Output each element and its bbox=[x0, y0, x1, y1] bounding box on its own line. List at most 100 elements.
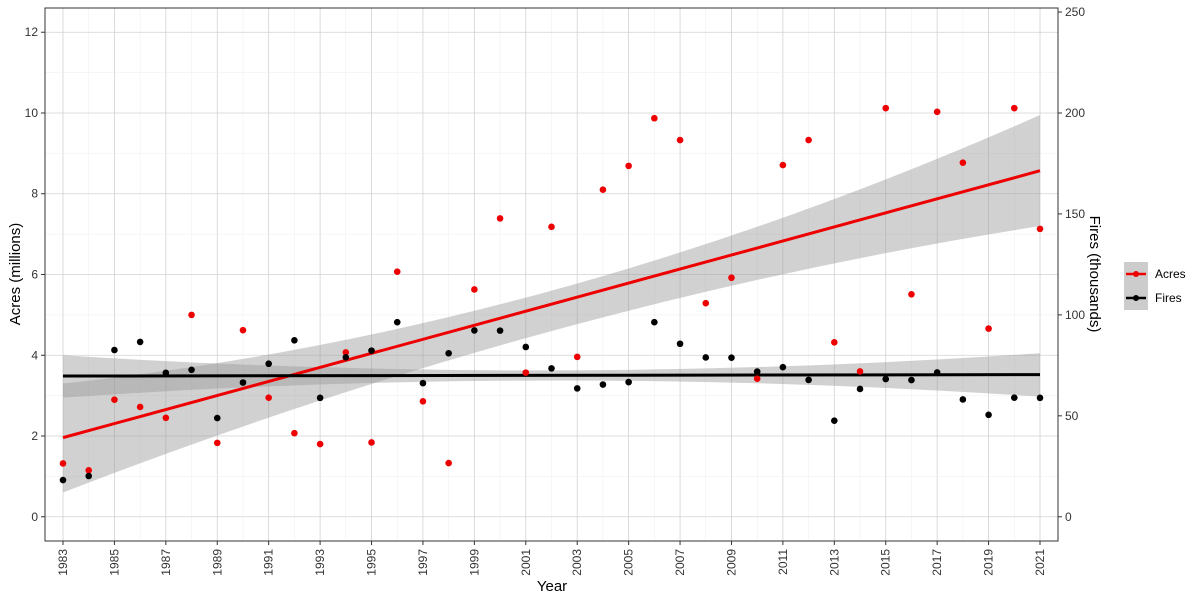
point-fires bbox=[1010, 394, 1018, 401]
point-acres bbox=[882, 104, 890, 112]
point-acres bbox=[213, 439, 221, 447]
point-acres bbox=[985, 325, 992, 332]
point-fires bbox=[933, 369, 941, 376]
point-fires bbox=[522, 343, 530, 351]
x-tick-label: 1993 bbox=[313, 549, 327, 576]
point-acres bbox=[779, 161, 787, 169]
point-fires bbox=[239, 379, 247, 386]
point-fires bbox=[548, 365, 555, 372]
point-acres bbox=[1036, 225, 1044, 233]
point-fires bbox=[188, 366, 195, 374]
x-tick-label: 2021 bbox=[1033, 549, 1047, 576]
trend-line-fires bbox=[62, 373, 1041, 378]
x-tick-label: 2017 bbox=[930, 549, 944, 576]
trend-line-acres bbox=[62, 169, 1041, 440]
point-acres bbox=[728, 274, 735, 282]
point-fires bbox=[651, 318, 658, 326]
y-tick-label: 0 bbox=[31, 510, 38, 524]
data-points bbox=[59, 104, 1044, 484]
point-fires bbox=[985, 411, 992, 419]
point-acres bbox=[856, 368, 864, 375]
x-tick-label: 2001 bbox=[519, 549, 533, 576]
point-acres bbox=[599, 186, 607, 194]
x-tick-label: 1999 bbox=[467, 549, 481, 576]
point-acres bbox=[59, 460, 67, 467]
point-fires bbox=[599, 381, 607, 388]
point-acres bbox=[136, 403, 144, 411]
point-fires bbox=[445, 349, 452, 357]
point-fires bbox=[1036, 394, 1044, 402]
point-fires bbox=[393, 318, 401, 326]
point-acres bbox=[265, 394, 272, 401]
point-fires bbox=[368, 347, 375, 354]
y2-tick-label: 250 bbox=[1065, 5, 1085, 19]
point-acres bbox=[933, 108, 941, 116]
point-acres bbox=[445, 459, 452, 467]
point-acres bbox=[573, 353, 581, 361]
point-fires bbox=[85, 472, 93, 480]
point-acres bbox=[1010, 104, 1018, 112]
point-fires bbox=[908, 376, 915, 384]
point-fires bbox=[342, 353, 350, 361]
point-fires bbox=[702, 354, 710, 361]
point-fires bbox=[882, 375, 890, 383]
legend-point-acres bbox=[1133, 271, 1139, 277]
x-tick-label: 1995 bbox=[365, 549, 379, 576]
y2-tick-label: 50 bbox=[1065, 409, 1079, 423]
legend: Acres Fires bbox=[1124, 262, 1186, 310]
point-acres bbox=[625, 162, 632, 170]
point-acres bbox=[162, 414, 170, 422]
point-fires bbox=[291, 337, 298, 344]
grid bbox=[45, 8, 1058, 541]
point-acres bbox=[522, 369, 530, 376]
point-acres bbox=[651, 114, 658, 122]
x-tick-label: 1987 bbox=[159, 549, 173, 576]
point-fires bbox=[471, 327, 478, 334]
point-acres bbox=[908, 290, 915, 298]
point-fires bbox=[831, 417, 838, 424]
point-fires bbox=[496, 327, 504, 334]
x-tick-label: 2003 bbox=[570, 549, 584, 576]
y2-tick-label: 0 bbox=[1065, 510, 1072, 524]
x-tick-label: 2015 bbox=[879, 549, 893, 576]
x-tick-label: 2011 bbox=[776, 549, 790, 575]
point-acres bbox=[393, 268, 401, 275]
point-fires bbox=[136, 338, 144, 346]
point-acres bbox=[831, 339, 838, 346]
x-tick-label: 2005 bbox=[622, 549, 636, 576]
y-tick-label: 8 bbox=[31, 187, 38, 201]
point-acres bbox=[342, 349, 350, 356]
point-acres bbox=[805, 136, 812, 144]
point-acres bbox=[471, 286, 478, 293]
point-acres bbox=[111, 396, 118, 403]
point-acres bbox=[188, 311, 195, 319]
point-fires bbox=[573, 385, 581, 392]
point-acres bbox=[496, 215, 504, 222]
point-fires bbox=[213, 414, 221, 422]
x-tick-label: 2007 bbox=[673, 549, 687, 576]
point-fires bbox=[625, 378, 632, 386]
x-tick-label: 1985 bbox=[107, 549, 121, 576]
point-fires bbox=[676, 340, 684, 348]
y2-tick-label: 200 bbox=[1065, 106, 1085, 120]
y2-axis-title: Fires (thousands) bbox=[1086, 216, 1103, 333]
point-fires bbox=[265, 360, 272, 368]
point-acres bbox=[239, 326, 247, 334]
y2-tick-label: 150 bbox=[1065, 207, 1085, 221]
y-tick-label: 12 bbox=[25, 25, 39, 39]
x-axis-title: Year bbox=[537, 578, 567, 595]
x-tick-label: 2013 bbox=[827, 549, 841, 576]
x-tick-label: 1997 bbox=[416, 549, 430, 576]
point-fires bbox=[959, 396, 967, 403]
point-acres bbox=[959, 159, 967, 166]
x-tick-label: 1991 bbox=[262, 549, 276, 576]
point-acres bbox=[702, 299, 710, 307]
point-fires bbox=[856, 385, 864, 393]
x-tick-label: 2009 bbox=[724, 549, 738, 576]
trend-lines bbox=[62, 169, 1041, 440]
point-fires bbox=[59, 476, 67, 484]
point-acres bbox=[368, 439, 375, 446]
point-fires bbox=[111, 346, 118, 354]
point-fires bbox=[162, 369, 170, 377]
